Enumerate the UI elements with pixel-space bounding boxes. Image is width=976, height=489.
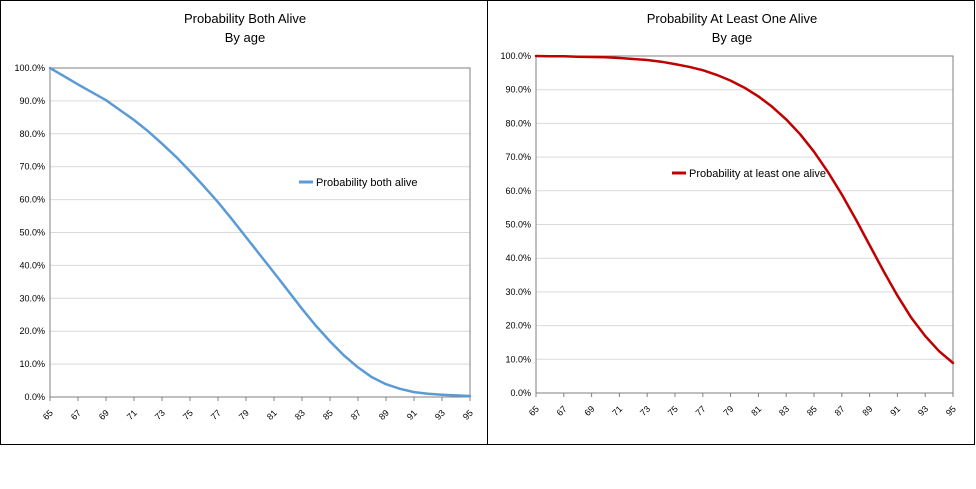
chart-subtitle: By age [712,30,752,45]
x-tick-label: 89 [377,408,391,422]
x-tick-label: 69 [97,408,111,422]
y-tick-label: 70.0% [19,162,45,172]
y-tick-label: 0.0% [510,388,531,398]
x-tick-label: 67 [69,408,83,422]
x-tick-label: 67 [555,404,569,418]
y-tick-label: 50.0% [505,220,531,230]
chart-subtitle: By age [225,30,265,45]
y-tick-label: 20.0% [19,326,45,336]
y-tick-label: 60.0% [19,195,45,205]
x-tick-label: 89 [860,404,874,418]
x-tick-label: 87 [833,404,847,418]
y-tick-label: 100.0% [14,63,45,73]
chart-at-least-one-alive: Probability At Least One Alive By age 0.0%… [500,11,958,418]
x-tick-label: 95 [944,404,958,418]
x-tick-label: 71 [610,404,624,418]
y-tick-label: 20.0% [505,321,531,331]
y-tick-label: 80.0% [505,118,531,128]
plot-area [49,67,471,398]
x-tick-label: 91 [405,408,419,422]
x-tick-label: 73 [638,404,652,418]
y-tick-label: 80.0% [19,129,45,139]
x-tick-label: 83 [777,404,791,418]
chart-title: Probability At Least One Alive [647,11,818,26]
series-line [534,54,955,365]
x-tick-label: 85 [805,404,819,418]
y-tick-label: 70.0% [505,152,531,162]
x-tick-label: 79 [721,404,735,418]
x-tick-label: 81 [749,404,763,418]
x-tick-label: 69 [582,404,596,418]
chart-panel-at-least-one-alive: Probability At Least One Alive By age 0.0%… [487,0,975,445]
x-tick-label: 65 [527,404,541,418]
x-tick-label: 77 [209,408,223,422]
y-tick-label: 10.0% [19,359,45,369]
x-tick-label: 79 [237,408,251,422]
x-tick-label: 83 [293,408,307,422]
x-tick-label: 65 [41,408,55,422]
y-tick-label: 40.0% [505,253,531,263]
y-tick-label: 60.0% [505,186,531,196]
y-tick-label: 90.0% [19,96,45,106]
x-tick-label: 87 [349,408,363,422]
x-tick-label: 71 [125,408,139,422]
x-tick-label: 93 [916,404,930,418]
x-tick-label: 93 [433,408,447,422]
x-tick-label: 85 [321,408,335,422]
y-tick-label: 100.0% [500,51,531,61]
y-tick-label: 30.0% [505,287,531,297]
chart-panel-both-alive: Probability Both Alive By age 0.0% 10.0% 20.… [0,0,489,445]
legend-label: Probability at least one alive [689,168,826,180]
y-tick-label: 40.0% [19,260,45,270]
y-tick-label: 50.0% [19,228,45,238]
chart-title: Probability Both Alive [184,11,306,26]
y-tick-label: 30.0% [19,293,45,303]
x-tick-label: 91 [888,404,902,418]
y-tick-label: 90.0% [505,85,531,95]
chart-both-alive: Probability Both Alive By age 0.0% 10.0% 20.… [14,11,475,422]
y-tick-label: 0.0% [24,392,45,402]
x-tick-label: 75 [181,408,195,422]
x-tick-label: 73 [153,408,167,422]
x-tick-label: 81 [265,408,279,422]
y-tick-label: 10.0% [505,354,531,364]
series-line [48,66,472,398]
x-tick-label: 95 [461,408,475,422]
x-tick-label: 77 [694,404,708,418]
legend-label: Probability both alive [316,177,418,189]
plot-area [535,55,954,394]
x-tick-label: 75 [666,404,680,418]
